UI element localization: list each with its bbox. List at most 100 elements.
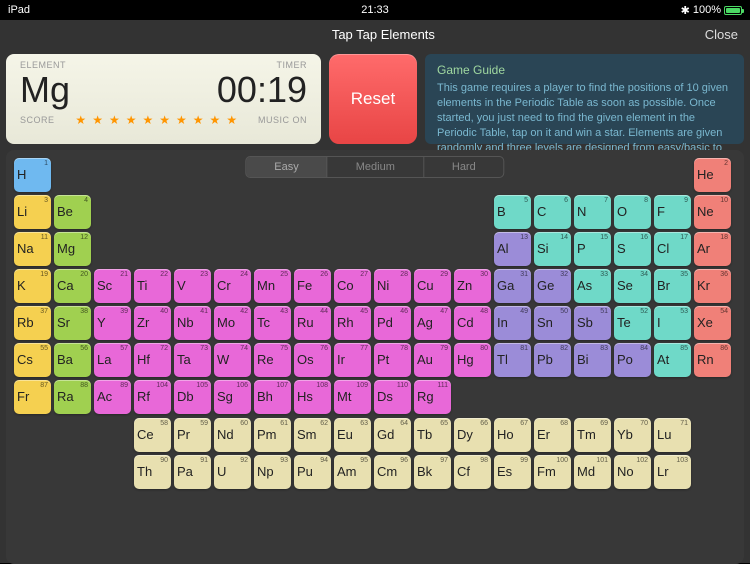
element-sg[interactable]: 106Sg — [214, 380, 251, 414]
element-nd[interactable]: 60Nd — [214, 418, 251, 452]
element-gd[interactable]: 64Gd — [374, 418, 411, 452]
element-ba[interactable]: 56Ba — [54, 343, 91, 377]
element-ca[interactable]: 20Ca — [54, 269, 91, 303]
element-ru[interactable]: 44Ru — [294, 306, 331, 340]
element-sm[interactable]: 62Sm — [294, 418, 331, 452]
element-sb[interactable]: 51Sb — [574, 306, 611, 340]
element-v[interactable]: 23V — [174, 269, 211, 303]
element-cd[interactable]: 48Cd — [454, 306, 491, 340]
music-toggle[interactable]: MUSIC ON — [258, 115, 307, 125]
element-pd[interactable]: 46Pd — [374, 306, 411, 340]
element-h[interactable]: 1H — [14, 158, 51, 192]
close-button[interactable]: Close — [705, 27, 738, 42]
element-bi[interactable]: 83Bi — [574, 343, 611, 377]
element-zn[interactable]: 30Zn — [454, 269, 491, 303]
element-kr[interactable]: 36Kr — [694, 269, 731, 303]
element-tm[interactable]: 69Tm — [574, 418, 611, 452]
element-lu[interactable]: 71Lu — [654, 418, 691, 452]
element-np[interactable]: 93Np — [254, 455, 291, 489]
difficulty-segmented-control[interactable]: EasyMediumHard — [245, 156, 504, 178]
element-ac[interactable]: 89Ac — [94, 380, 131, 414]
element-be[interactable]: 4Be — [54, 195, 91, 229]
element-sr[interactable]: 38Sr — [54, 306, 91, 340]
element-os[interactable]: 76Os — [294, 343, 331, 377]
element-ni[interactable]: 28Ni — [374, 269, 411, 303]
element-at[interactable]: 85At — [654, 343, 691, 377]
element-mg[interactable]: 12Mg — [54, 232, 91, 266]
element-no[interactable]: 102No — [614, 455, 651, 489]
element-c[interactable]: 6C — [534, 195, 571, 229]
element-sc[interactable]: 21Sc — [94, 269, 131, 303]
element-ar[interactable]: 18Ar — [694, 232, 731, 266]
element-cl[interactable]: 17Cl — [654, 232, 691, 266]
element-te[interactable]: 52Te — [614, 306, 651, 340]
element-o[interactable]: 8O — [614, 195, 651, 229]
element-au[interactable]: 79Au — [414, 343, 451, 377]
element-al[interactable]: 13Al — [494, 232, 531, 266]
element-co[interactable]: 27Co — [334, 269, 371, 303]
element-rn[interactable]: 86Rn — [694, 343, 731, 377]
element-mo[interactable]: 42Mo — [214, 306, 251, 340]
element-ne[interactable]: 10Ne — [694, 195, 731, 229]
element-re[interactable]: 75Re — [254, 343, 291, 377]
element-cs[interactable]: 55Cs — [14, 343, 51, 377]
element-cm[interactable]: 96Cm — [374, 455, 411, 489]
element-si[interactable]: 14Si — [534, 232, 571, 266]
element-th[interactable]: 90Th — [134, 455, 171, 489]
element-rg[interactable]: 111Rg — [414, 380, 451, 414]
tab-medium[interactable]: Medium — [328, 157, 424, 177]
element-f[interactable]: 9F — [654, 195, 691, 229]
element-xe[interactable]: 54Xe — [694, 306, 731, 340]
reset-button[interactable]: Reset — [329, 54, 417, 144]
element-ag[interactable]: 47Ag — [414, 306, 451, 340]
element-tl[interactable]: 81Tl — [494, 343, 531, 377]
element-b[interactable]: 5B — [494, 195, 531, 229]
element-pb[interactable]: 82Pb — [534, 343, 571, 377]
element-mn[interactable]: 25Mn — [254, 269, 291, 303]
element-y[interactable]: 39Y — [94, 306, 131, 340]
element-cf[interactable]: 98Cf — [454, 455, 491, 489]
element-ir[interactable]: 77Ir — [334, 343, 371, 377]
element-li[interactable]: 3Li — [14, 195, 51, 229]
element-sn[interactable]: 50Sn — [534, 306, 571, 340]
element-he[interactable]: 2He — [694, 158, 731, 192]
element-pr[interactable]: 59Pr — [174, 418, 211, 452]
element-ho[interactable]: 67Ho — [494, 418, 531, 452]
element-br[interactable]: 35Br — [654, 269, 691, 303]
tab-easy[interactable]: Easy — [246, 157, 327, 177]
element-w[interactable]: 74W — [214, 343, 251, 377]
element-er[interactable]: 68Er — [534, 418, 571, 452]
element-ge[interactable]: 32Ge — [534, 269, 571, 303]
element-pu[interactable]: 94Pu — [294, 455, 331, 489]
element-cr[interactable]: 24Cr — [214, 269, 251, 303]
tab-hard[interactable]: Hard — [424, 157, 504, 177]
element-fe[interactable]: 26Fe — [294, 269, 331, 303]
element-rf[interactable]: 104Rf — [134, 380, 171, 414]
element-cu[interactable]: 29Cu — [414, 269, 451, 303]
element-rb[interactable]: 37Rb — [14, 306, 51, 340]
element-pt[interactable]: 78Pt — [374, 343, 411, 377]
element-rh[interactable]: 45Rh — [334, 306, 371, 340]
element-se[interactable]: 34Se — [614, 269, 651, 303]
element-am[interactable]: 95Am — [334, 455, 371, 489]
element-bk[interactable]: 97Bk — [414, 455, 451, 489]
element-n[interactable]: 7N — [574, 195, 611, 229]
element-na[interactable]: 11Na — [14, 232, 51, 266]
element-mt[interactable]: 109Mt — [334, 380, 371, 414]
element-ra[interactable]: 88Ra — [54, 380, 91, 414]
element-hg[interactable]: 80Hg — [454, 343, 491, 377]
element-ga[interactable]: 31Ga — [494, 269, 531, 303]
element-as[interactable]: 33As — [574, 269, 611, 303]
element-ds[interactable]: 110Ds — [374, 380, 411, 414]
element-pa[interactable]: 91Pa — [174, 455, 211, 489]
element-ta[interactable]: 73Ta — [174, 343, 211, 377]
element-eu[interactable]: 63Eu — [334, 418, 371, 452]
element-s[interactable]: 16S — [614, 232, 651, 266]
element-k[interactable]: 19K — [14, 269, 51, 303]
element-hf[interactable]: 72Hf — [134, 343, 171, 377]
element-md[interactable]: 101Md — [574, 455, 611, 489]
element-i[interactable]: 53I — [654, 306, 691, 340]
element-tc[interactable]: 43Tc — [254, 306, 291, 340]
element-yb[interactable]: 70Yb — [614, 418, 651, 452]
element-tb[interactable]: 65Tb — [414, 418, 451, 452]
